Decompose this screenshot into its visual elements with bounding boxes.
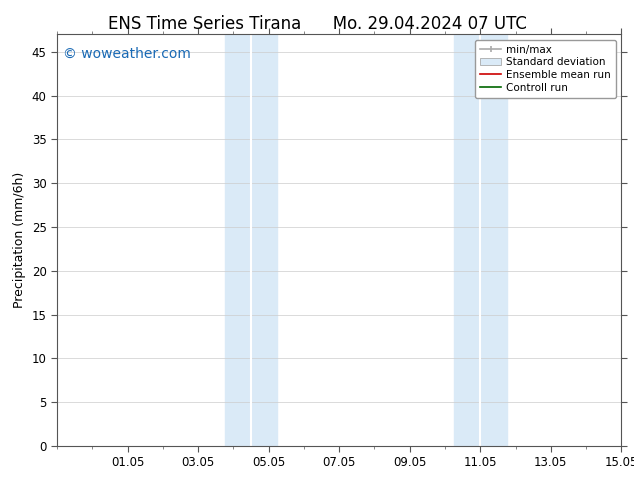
Bar [481, 34, 507, 446]
Bar [251, 34, 278, 446]
Legend: min/max, Standard deviation, Ensemble mean run, Controll run: min/max, Standard deviation, Ensemble me… [475, 40, 616, 98]
Bar [454, 34, 481, 446]
Text: © woweather.com: © woweather.com [63, 47, 191, 61]
Text: ENS Time Series Tirana      Mo. 29.04.2024 07 UTC: ENS Time Series Tirana Mo. 29.04.2024 07… [108, 15, 526, 33]
Bar [224, 34, 251, 446]
Y-axis label: Precipitation (mm/6h): Precipitation (mm/6h) [13, 172, 26, 308]
